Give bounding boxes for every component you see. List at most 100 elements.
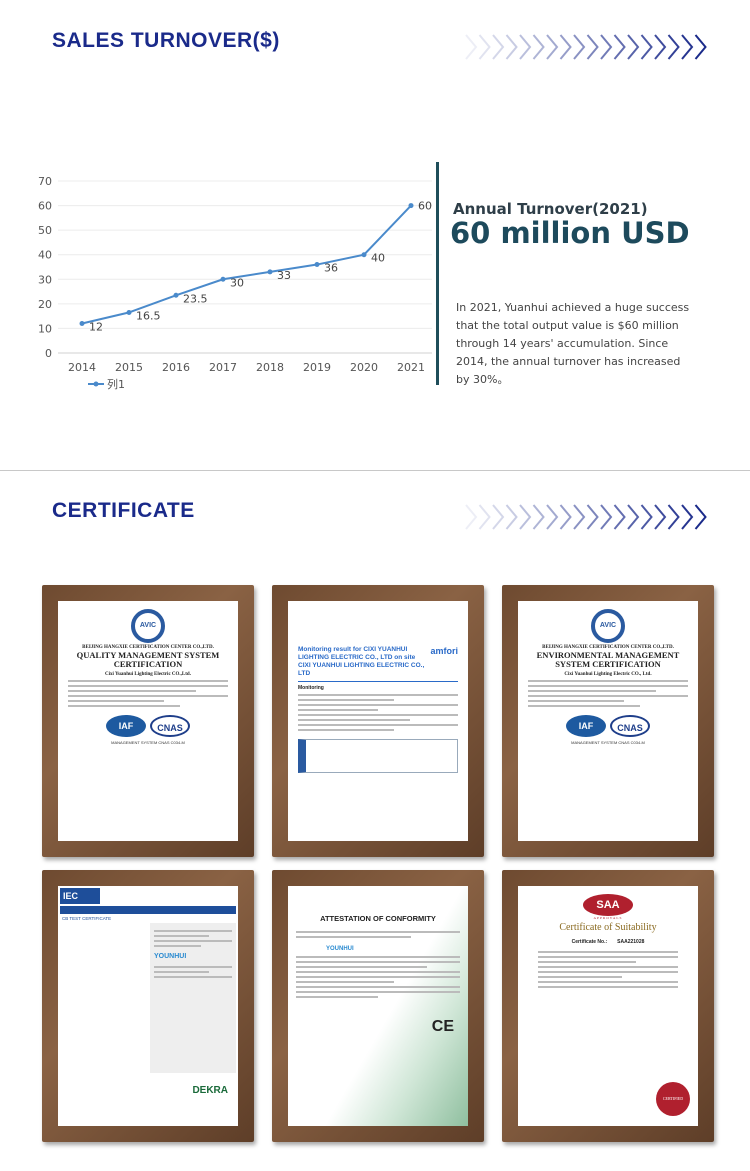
- legend-marker: [93, 381, 99, 387]
- y-tick-label: 0: [45, 347, 52, 360]
- cert-section: Monitoring: [298, 685, 324, 691]
- chevron-icon: [654, 504, 667, 530]
- chevron-icon: [492, 34, 505, 60]
- cert-title: QUALITY MANAGEMENT SYSTEM CERTIFICATION: [76, 650, 220, 669]
- certificate-iec-cb-test[interactable]: IEC CB TEST CERTIFICATE YOUNHUI DEKRA: [42, 870, 254, 1142]
- data-point: [173, 292, 179, 298]
- x-tick-label: 2016: [162, 361, 190, 374]
- chevron-icon: [559, 504, 572, 530]
- cert-title: CB TEST CERTIFICATE: [62, 916, 112, 921]
- cert-note: MANAGEMENT SYSTEM CNAS C034-M: [571, 740, 645, 745]
- cert-title: ENVIRONMENTAL MANAGEMENT SYSTEM CERTIFIC…: [536, 650, 680, 669]
- chevron-icon: [505, 504, 518, 530]
- chevron-icon: [681, 504, 694, 530]
- data-label: 30: [230, 276, 244, 289]
- cert-company: Cixi Yuanhui Lighting Electric CO.,Ltd.: [105, 672, 191, 677]
- chevron-icon: [681, 34, 694, 60]
- chevron-icon: [532, 504, 545, 530]
- cert-org: BEIJING HANGXIE CERTIFICATION CENTER CO.…: [542, 645, 674, 650]
- data-label: 60: [418, 200, 432, 213]
- annual-turnover-subtitle: Annual Turnover(2021): [453, 200, 648, 218]
- chevron-icon: [519, 504, 532, 530]
- data-point: [126, 309, 132, 315]
- x-tick-label: 2020: [350, 361, 378, 374]
- cert-title: Certificate of Suitability: [559, 922, 657, 933]
- younhui-logo: YOUNHUI: [326, 946, 354, 952]
- y-tick-label: 40: [38, 249, 52, 262]
- cnas-badge: CNAS: [150, 715, 190, 737]
- chevron-icon: [613, 504, 626, 530]
- data-label: 40: [371, 252, 385, 265]
- chevron-icon: [559, 34, 572, 60]
- data-point: [220, 276, 226, 282]
- chevron-icon: [478, 34, 491, 60]
- x-tick-label: 2017: [209, 361, 237, 374]
- amfori-logo: amfori: [430, 646, 458, 656]
- data-label: 33: [277, 269, 291, 282]
- chevron-icon: [613, 34, 626, 60]
- data-label: 23.5: [183, 292, 208, 305]
- cert-no-value: SAA221028: [617, 939, 645, 945]
- chevron-icon: [627, 34, 640, 60]
- chevron-icon: [627, 504, 640, 530]
- chevron-decoration-icon: [465, 504, 707, 530]
- cert-org: BEIJING HANGXIE CERTIFICATION CENTER CO.…: [82, 645, 214, 650]
- certificate-attestation-conformity[interactable]: ATTESTATION OF CONFORMITY YOUNHUI CE: [272, 870, 484, 1142]
- chevron-icon: [600, 504, 613, 530]
- chevron-icon: [573, 504, 586, 530]
- ce-mark-icon: CE: [431, 1018, 454, 1035]
- legend-label: 列1: [107, 377, 125, 391]
- chevron-icon: [694, 504, 707, 530]
- chevron-icon: [478, 504, 491, 530]
- chevron-icon: [586, 504, 599, 530]
- chevron-icon: [519, 34, 532, 60]
- chevron-icon: [654, 34, 667, 60]
- cnas-badge: CNAS: [610, 715, 650, 737]
- saa-approvals: APPROVALS: [593, 916, 623, 920]
- chevron-icon: [640, 504, 653, 530]
- data-point: [79, 321, 85, 327]
- certificate-quality-management[interactable]: AVIC BEIJING HANGXIE CERTIFICATION CENTE…: [42, 585, 254, 857]
- chevron-icon: [640, 34, 653, 60]
- younhui-logo: YOUNHUI: [154, 953, 187, 960]
- turnover-headline: 60 million USD: [450, 216, 690, 250]
- chevron-icon: [492, 504, 505, 530]
- y-tick-label: 50: [38, 224, 52, 237]
- chevron-icon: [586, 34, 599, 60]
- x-tick-label: 2018: [256, 361, 284, 374]
- data-point: [408, 203, 414, 209]
- chevron-icon: [546, 504, 559, 530]
- cert-title: Monitoring result for CIXI YUANHUI LIGHT…: [298, 646, 425, 677]
- chevron-icon: [546, 34, 559, 60]
- certificate-environmental-management[interactable]: AVIC BEIJING HANGXIE CERTIFICATION CENTE…: [502, 585, 714, 857]
- saa-logo: SAA: [583, 894, 633, 916]
- data-point: [314, 262, 320, 268]
- section-divider: [0, 470, 750, 471]
- iec-logo: IEC: [60, 888, 100, 904]
- certificate-saa-suitability[interactable]: SAA APPROVALS Certificate of Suitability…: [502, 870, 714, 1142]
- certificate-heading: CERTIFICATE: [52, 499, 195, 522]
- cert-no-label: Certificate No.:: [571, 939, 608, 945]
- turnover-line-chart: 0 10 20 30 40 50 60 70 2014 2015 2016 2017 2018 2019 2…: [38, 175, 432, 391]
- cert-note: MANAGEMENT SYSTEM CNAS C034-M: [111, 740, 185, 745]
- chevron-icon: [667, 34, 680, 60]
- chevron-icon: [667, 504, 680, 530]
- data-label: 12: [89, 321, 103, 334]
- chevron-icon: [573, 34, 586, 60]
- chevron-icon: [505, 34, 518, 60]
- y-tick-label: 30: [38, 273, 52, 286]
- iaf-badge: IAF: [566, 715, 606, 737]
- sales-turnover-heading: SALES TURNOVER($): [52, 29, 280, 52]
- y-tick-label: 10: [38, 322, 52, 335]
- y-tick-label: 20: [38, 298, 52, 311]
- data-point: [267, 269, 273, 275]
- turnover-description: In 2021, Yuanhui achieved a huge success…: [456, 301, 690, 386]
- x-tick-label: 2015: [115, 361, 143, 374]
- certificate-amfori-monitoring[interactable]: Monitoring result for CIXI YUANHUI LIGHT…: [272, 585, 484, 857]
- cert-company: Cixi Yuanhui Lighting Electric CO., Ltd.: [564, 672, 652, 677]
- avic-logo: AVIC: [591, 609, 625, 643]
- x-tick-label: 2021: [397, 361, 425, 374]
- data-point: [361, 252, 367, 258]
- y-tick-label: 60: [38, 200, 52, 213]
- chevron-decoration-icon: [465, 34, 707, 60]
